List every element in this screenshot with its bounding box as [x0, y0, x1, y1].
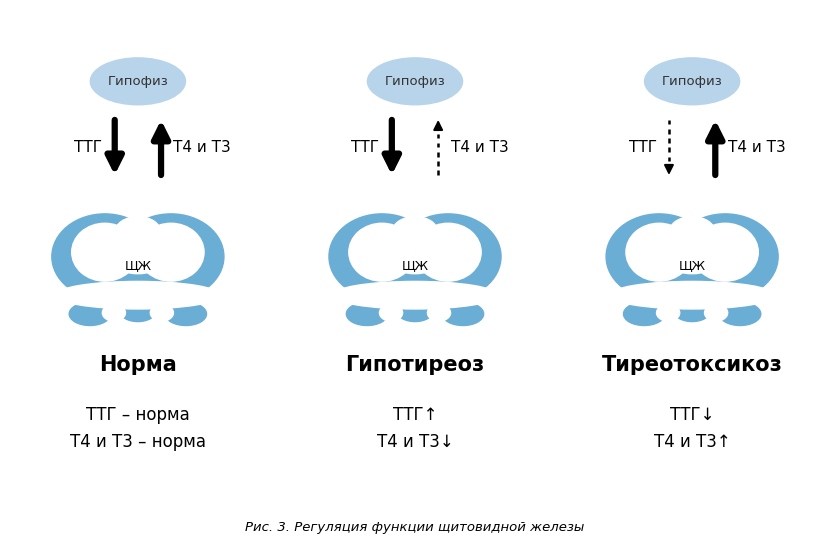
Ellipse shape	[720, 302, 761, 326]
Ellipse shape	[120, 302, 155, 321]
Ellipse shape	[379, 305, 403, 321]
Ellipse shape	[117, 258, 159, 274]
Text: Гипотиреоз: Гипотиреоз	[345, 355, 485, 375]
Ellipse shape	[69, 302, 110, 326]
Text: Тиреотоксикоз: Тиреотоксикоз	[602, 355, 783, 375]
Ellipse shape	[394, 263, 436, 284]
Ellipse shape	[705, 305, 728, 321]
Ellipse shape	[55, 281, 221, 309]
Text: Т4 и Т3: Т4 и Т3	[451, 140, 508, 155]
Ellipse shape	[692, 223, 759, 281]
Ellipse shape	[671, 258, 713, 274]
Text: ТТГ: ТТГ	[75, 140, 102, 155]
Ellipse shape	[346, 302, 388, 326]
Text: ТТГ – норма
Т4 и Т3 – норма: ТТГ – норма Т4 и Т3 – норма	[70, 407, 206, 451]
Ellipse shape	[165, 302, 207, 326]
Ellipse shape	[71, 223, 138, 281]
Ellipse shape	[332, 281, 498, 309]
Ellipse shape	[609, 281, 775, 309]
Ellipse shape	[102, 305, 125, 321]
Ellipse shape	[90, 58, 185, 105]
Ellipse shape	[117, 263, 159, 284]
Text: ТТГ: ТТГ	[351, 140, 379, 155]
Ellipse shape	[442, 302, 484, 326]
Ellipse shape	[115, 217, 161, 247]
Text: ЩЖ: ЩЖ	[402, 259, 428, 273]
Text: ТТГ↑
Т4 и Т3↓: ТТГ↑ Т4 и Т3↓	[377, 407, 453, 451]
Ellipse shape	[118, 214, 224, 299]
Text: ТТГ↓
Т4 и Т3↑: ТТГ↓ Т4 и Т3↑	[654, 407, 730, 451]
Ellipse shape	[395, 214, 501, 299]
Text: ЩЖ: ЩЖ	[124, 259, 151, 273]
Ellipse shape	[415, 223, 481, 281]
Ellipse shape	[51, 214, 158, 299]
Ellipse shape	[368, 58, 462, 105]
Text: Рис. 3. Регуляция функции щитовидной железы: Рис. 3. Регуляция функции щитовидной жел…	[246, 521, 584, 534]
Ellipse shape	[657, 305, 680, 321]
Ellipse shape	[672, 214, 779, 299]
Ellipse shape	[675, 302, 710, 321]
Text: Гипофиз: Гипофиз	[384, 75, 446, 88]
Ellipse shape	[349, 223, 415, 281]
Text: Норма: Норма	[99, 355, 177, 375]
Ellipse shape	[606, 214, 712, 299]
Text: ЩЖ: ЩЖ	[679, 259, 706, 273]
Ellipse shape	[398, 302, 432, 321]
Ellipse shape	[669, 217, 715, 247]
Ellipse shape	[393, 217, 437, 247]
Ellipse shape	[671, 263, 713, 284]
Text: ТТГ: ТТГ	[628, 140, 657, 155]
Ellipse shape	[427, 305, 451, 321]
Ellipse shape	[329, 214, 435, 299]
Text: Гипофиз: Гипофиз	[662, 75, 722, 88]
Ellipse shape	[645, 58, 740, 105]
Ellipse shape	[138, 223, 204, 281]
Text: Т4 и Т3: Т4 и Т3	[173, 140, 232, 155]
Ellipse shape	[623, 302, 665, 326]
Text: Т4 и Т3: Т4 и Т3	[728, 140, 785, 155]
Text: Гипофиз: Гипофиз	[108, 75, 168, 88]
Ellipse shape	[394, 258, 436, 274]
Ellipse shape	[150, 305, 173, 321]
Ellipse shape	[626, 223, 692, 281]
